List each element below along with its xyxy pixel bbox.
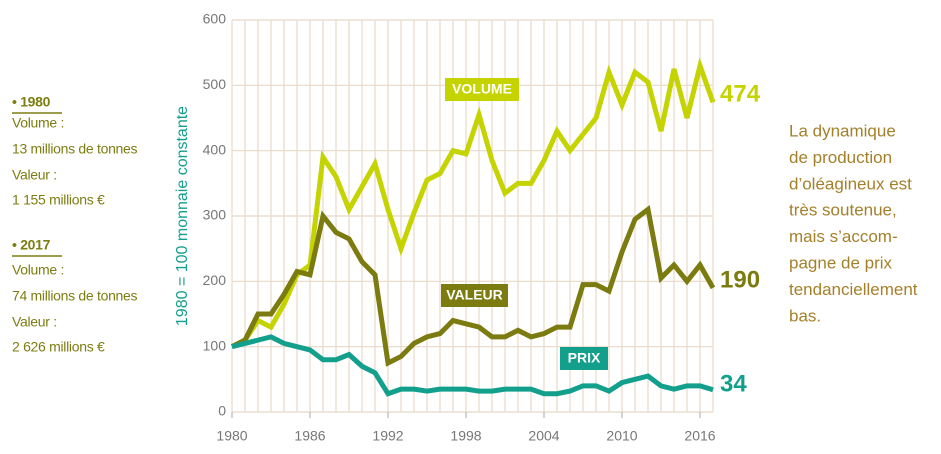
series-tag	[560, 347, 608, 370]
note-line: Valeur :	[12, 167, 57, 183]
note-heading: • 2017	[12, 237, 51, 253]
end-value-label: 190	[720, 266, 760, 293]
y-tick-label: 100	[203, 337, 227, 353]
side-note-line: La dynamique	[789, 121, 896, 140]
note-line: 1 155 millions €	[12, 192, 105, 208]
y-tick-label: 0	[218, 403, 226, 419]
series-line	[230, 57, 716, 349]
note-line: 13 millions de tonnes	[12, 141, 138, 157]
side-note-line: de production	[789, 148, 892, 167]
y-tick-label: 400	[203, 141, 227, 157]
side-note-line: tendanciellement	[789, 280, 918, 299]
note-heading: • 1980	[12, 94, 51, 110]
x-tick-label: 2004	[528, 428, 559, 444]
x-tick-label: 1980	[216, 428, 247, 444]
note-line: 2 626 millions €	[12, 339, 105, 355]
end-value-label: 34	[720, 370, 747, 397]
series-name: VOLUME	[452, 81, 512, 97]
end-value-label: 474	[720, 80, 761, 107]
x-tick-label: 2010	[606, 428, 637, 444]
series-name: VALEUR	[446, 287, 503, 303]
side-note-line: d’oléagineux est	[789, 174, 912, 193]
series-tag	[445, 78, 519, 101]
side-note-line: bas.	[789, 306, 821, 325]
note-line: 74 millions de tonnes	[12, 288, 138, 304]
y-tick-label: 300	[203, 207, 227, 223]
x-tick-label: 1986	[294, 428, 325, 444]
y-tick-label: 200	[203, 272, 227, 288]
series-name: PRIX	[568, 350, 601, 366]
y-tick-label: 600	[203, 11, 227, 27]
note-line: Volume :	[12, 115, 64, 131]
side-note-line: mais s’accom-	[789, 227, 898, 246]
x-tick-label: 1992	[372, 428, 403, 444]
x-tick-label: 1998	[450, 428, 481, 444]
x-tick-label: 2016	[684, 428, 715, 444]
note-line: Valeur :	[12, 314, 57, 330]
y-tick-label: 500	[203, 76, 227, 92]
series-line	[230, 205, 716, 367]
y-axis-title: 1980 = 100 monnaie constante	[174, 106, 191, 326]
series-tag	[441, 284, 508, 307]
note-line: Volume :	[12, 262, 64, 278]
side-note-line: pagne de prix	[789, 253, 893, 272]
side-note-line: très soutenue,	[789, 201, 897, 220]
series-line	[231, 334, 714, 397]
